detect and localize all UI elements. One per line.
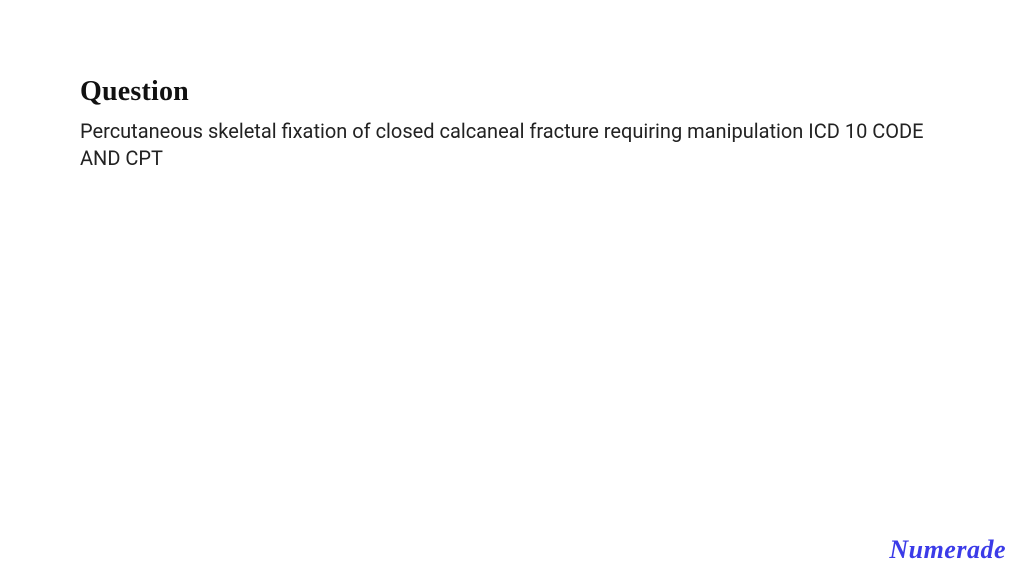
brand-logo: Numerade	[889, 534, 1006, 564]
question-heading: Question	[80, 76, 944, 108]
brand-logo-text: Numerade	[889, 535, 1006, 565]
content-area: Question Percutaneous skeletal fixation …	[0, 0, 1024, 172]
question-body: Percutaneous skeletal fixation of closed…	[80, 118, 940, 172]
